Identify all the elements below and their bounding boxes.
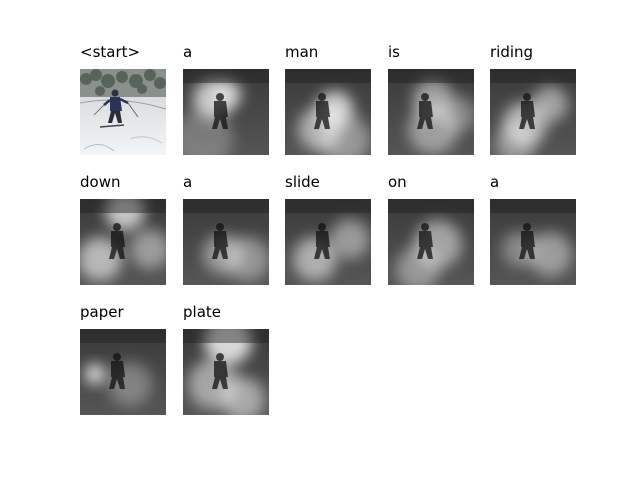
- attention-image: [388, 199, 474, 285]
- word-label: paper: [80, 303, 124, 321]
- word-label: down: [80, 173, 121, 191]
- attention-image: [183, 69, 269, 155]
- word-label: slide: [285, 173, 320, 191]
- word-label: a: [183, 43, 193, 61]
- attention-map: [388, 199, 474, 285]
- attention-blob: [85, 364, 105, 384]
- word-label: on: [388, 173, 407, 191]
- word-label: man: [285, 43, 319, 61]
- attention-map: [285, 199, 371, 285]
- attention-image: [285, 199, 371, 285]
- attention-blob: [320, 114, 370, 155]
- attention-blob: [130, 229, 166, 269]
- word-label: is: [388, 43, 400, 61]
- skier-figure: [93, 89, 139, 128]
- skier-silhouette: [212, 93, 228, 129]
- attention-blob: [105, 199, 145, 231]
- skier-silhouette: [519, 93, 535, 129]
- word-label: <start>: [80, 43, 141, 61]
- attention-map: [183, 329, 269, 415]
- attention-blob: [532, 86, 568, 122]
- skier-silhouette: [314, 93, 330, 129]
- word-label: a: [490, 173, 500, 191]
- attention-image: [80, 329, 166, 415]
- attention-map: [388, 69, 474, 155]
- attention-image: [388, 69, 474, 155]
- attention-map: [80, 199, 166, 285]
- attention-map: [285, 69, 371, 155]
- input-image: [80, 69, 166, 155]
- attention-image: [80, 199, 166, 285]
- attention-blob: [495, 124, 535, 155]
- attention-blob: [80, 237, 122, 281]
- attention-blob: [440, 96, 474, 132]
- attention-blob: [226, 237, 269, 281]
- attention-image: [183, 329, 269, 415]
- attention-map: [183, 199, 269, 285]
- word-label: plate: [183, 303, 221, 321]
- attention-blob: [221, 377, 265, 415]
- attention-map: [490, 199, 576, 285]
- skier-silhouette: [212, 223, 228, 259]
- attention-blob: [528, 232, 572, 276]
- skier-silhouette: [417, 223, 433, 259]
- attention-blob: [330, 219, 370, 259]
- attention-image: [183, 199, 269, 285]
- attention-image: [285, 69, 371, 155]
- attention-image: [490, 199, 576, 285]
- skier-silhouette: [519, 223, 535, 259]
- skier-silhouette: [314, 223, 330, 259]
- skier-silhouette: [417, 93, 433, 129]
- word-label: a: [183, 173, 193, 191]
- attention-map: [80, 329, 166, 415]
- skier-silhouette: [109, 223, 125, 259]
- attention-blob: [204, 329, 252, 365]
- skier-silhouette: [109, 353, 125, 389]
- attention-map: [183, 69, 269, 155]
- attention-map: [490, 69, 576, 155]
- skier-silhouette: [212, 353, 228, 389]
- attention-image: [490, 69, 576, 155]
- word-label: riding: [490, 43, 534, 61]
- ski-photo: [80, 69, 166, 155]
